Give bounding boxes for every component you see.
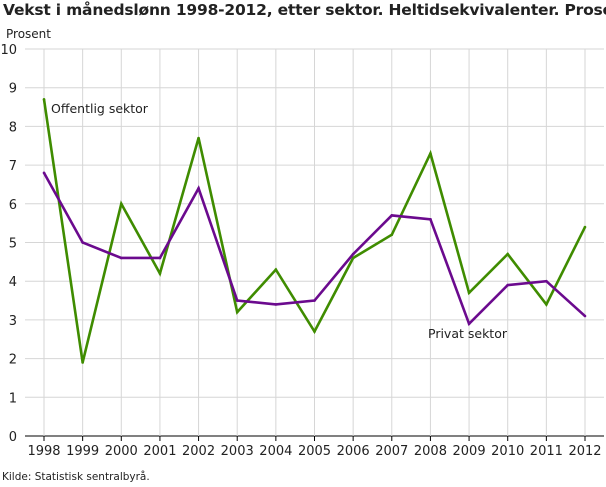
data-point [42,171,46,175]
data-point [429,152,432,155]
y-tick-label: 10 [0,43,17,58]
data-point [545,279,548,283]
data-point [119,202,123,206]
data-point [390,233,394,237]
x-tick-label: 2010 [491,444,524,459]
data-point [197,136,200,140]
y-tick-label: 8 [9,120,17,135]
data-point [506,283,510,287]
x-tick-label: 1998 [27,444,60,459]
data-point [81,241,84,244]
data-point [429,217,432,221]
data-point [42,98,46,101]
y-tick-label: 2 [9,353,17,368]
x-tick-label: 2011 [530,444,563,459]
x-tick-label: 2000 [105,444,138,459]
x-tick-label: 2012 [568,444,601,459]
data-point [274,268,278,271]
data-point [313,330,316,333]
data-point [467,291,471,295]
x-tick-label: 2006 [337,444,370,459]
data-point [158,272,162,275]
x-tick-label: 2007 [375,444,408,459]
data-point [506,252,510,256]
series-label-privat: Privat sektor [428,326,508,341]
x-tick-label: 2008 [414,444,447,459]
series-label-offentlig: Offentlig sektor [51,101,149,116]
x-tick-label: 2001 [143,444,176,459]
y-tick-label: 3 [9,314,17,329]
source-note: Kilde: Statistisk sentralbyrå. [2,471,150,483]
x-tick-label: 1999 [66,444,99,459]
data-point [158,256,162,260]
data-point [274,303,278,306]
x-tick-label: 2009 [453,444,486,459]
data-point [583,314,587,318]
data-point [583,225,587,229]
data-point [235,310,239,314]
data-point [197,187,200,190]
data-point [81,361,84,364]
data-point [467,322,471,326]
y-tick-label: 1 [9,391,17,406]
y-tick-label: 4 [9,275,17,290]
y-tick-label: 6 [9,198,17,213]
data-point [119,256,123,260]
x-tick-label: 2004 [259,444,292,459]
data-point [351,256,355,260]
y-tick-label: 9 [9,82,17,97]
data-point [235,299,239,302]
data-point [390,214,394,217]
data-point [545,303,548,306]
x-tick-label: 2002 [182,444,215,459]
x-tick-label: 2005 [298,444,331,459]
y-tick-label: 0 [9,430,17,445]
chart-title: Vekst i månedslønn 1998-2012, etter sekt… [3,1,606,19]
data-point [351,252,355,256]
y-axis-label: Prosent [6,27,51,41]
y-tick-label: 5 [9,237,17,252]
x-tick-label: 2003 [221,444,254,459]
data-point [313,299,316,302]
y-tick-label: 7 [9,159,17,174]
